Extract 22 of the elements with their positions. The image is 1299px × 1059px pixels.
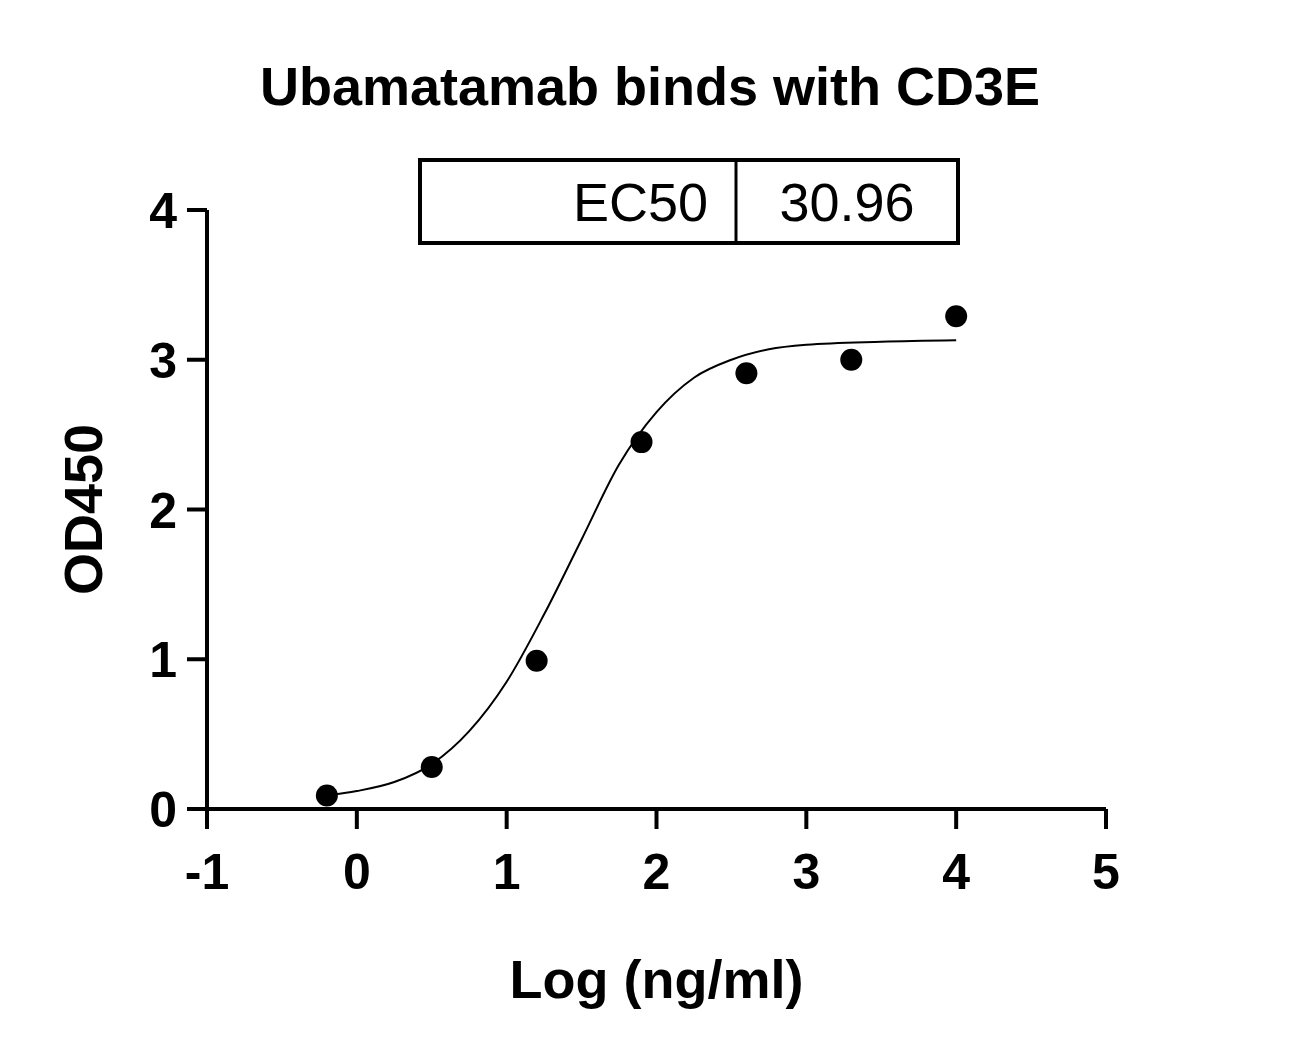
y-tick-label: 2 [149,482,177,539]
x-tick-label: 1 [492,844,521,900]
y-tick-label: 0 [149,782,177,838]
point [945,305,968,328]
point [735,362,758,385]
y-tick-label: 3 [149,332,177,389]
point [315,784,338,807]
x-tick-label: 2 [642,844,671,900]
point [840,348,863,371]
y-tick-label: 1 [149,632,177,689]
y-axis-title: OD450 [53,423,113,596]
point [525,649,548,672]
x-tick-label: 0 [342,844,371,900]
annotation: 30.96 [779,172,915,232]
x-tick-label: 4 [942,844,971,900]
x-tick-label: 5 [1092,844,1120,900]
y-tick-label: 4 [149,183,178,239]
x-tick-label: 3 [792,844,821,900]
x-tick-label: -1 [184,844,230,900]
x-axis-title: Log (ng/ml) [509,949,804,1009]
annotation: EC50 [572,172,708,232]
chart-title: Ubamatamab binds with CD3E [259,56,1041,116]
